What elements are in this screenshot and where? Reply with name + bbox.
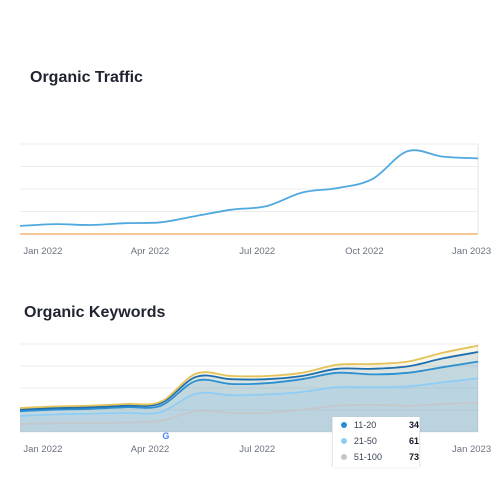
x-tick-label: Jan 2023 [452, 444, 491, 455]
x-tick-label: Oct 2022 [345, 246, 384, 257]
legend-label: 51-100 [353, 452, 382, 462]
x-tick-label: Jan 2022 [23, 444, 62, 455]
x-tick-label: Apr 2022 [131, 246, 170, 257]
x-tick-label: Jul 2022 [239, 444, 275, 455]
legend-value: 61 [408, 436, 419, 446]
google-icon-glyph: G [162, 431, 169, 441]
legend-entry-51-100[interactable]: 51-100 73 [333, 449, 419, 465]
x-tick-label: Jan 2023 [452, 246, 491, 257]
series-line-series-4 [19, 344, 479, 409]
x-tick-label: Jan 2022 [23, 246, 62, 257]
area-fill-series-1 [20, 352, 478, 432]
series-line-11-20 [19, 360, 479, 413]
legend-dot-icon [341, 438, 347, 444]
legend-dot-icon [341, 422, 347, 428]
x-tick-label: Jul 2022 [239, 246, 275, 257]
x-tick-label: Apr 2022 [131, 444, 170, 455]
keywords-legend: 11-20 34 21-50 61 51-100 73 [332, 417, 420, 467]
legend-dot-icon [341, 454, 347, 460]
series-line-series-3 [19, 351, 479, 411]
legend-value: 34 [408, 420, 419, 430]
legend-entry-21-50[interactable]: 21-50 61 [333, 433, 419, 449]
legend-value: 73 [408, 452, 419, 462]
area-fill-series-0 [20, 345, 478, 432]
google-icon: G [162, 431, 169, 441]
organic-keywords-title: Organic Keywords [24, 304, 166, 321]
organic-traffic-title: Organic Traffic [30, 69, 143, 86]
legend-entry-11-20[interactable]: 11-20 34 [333, 417, 419, 433]
series-line-21-50 [19, 377, 479, 417]
area-fill-11-20 [20, 361, 478, 432]
legend-label: 11-20 [353, 420, 377, 430]
series-line-series-0 [19, 149, 479, 227]
legend-label: 21-50 [353, 436, 377, 446]
series-line-51-100 [19, 401, 479, 425]
